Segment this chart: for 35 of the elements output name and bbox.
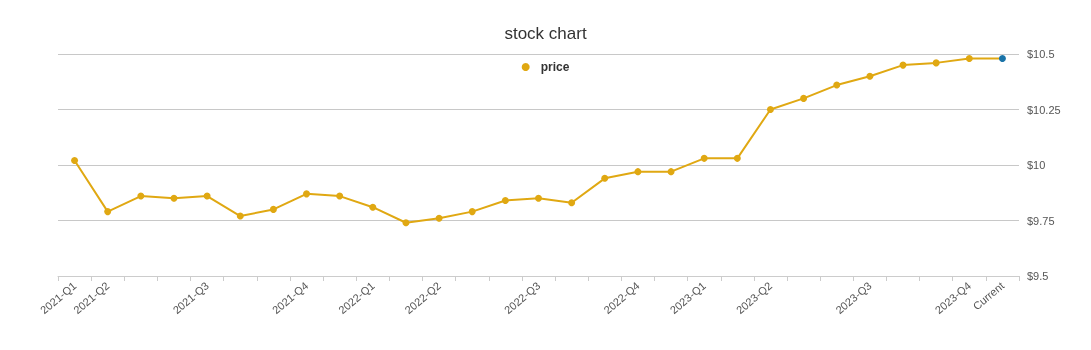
y-tick-label: $10 — [1027, 159, 1046, 171]
point — [468, 208, 476, 216]
y-tick-label: $9.75 — [1027, 214, 1055, 227]
point — [766, 106, 774, 113]
point — [800, 94, 808, 102]
point — [269, 205, 277, 213]
y-tick-label: $9.5 — [1027, 270, 1049, 282]
point — [998, 54, 1006, 62]
point — [535, 194, 542, 202]
y-tick-label: $10.5 — [1027, 48, 1055, 60]
point — [137, 192, 145, 200]
point — [104, 208, 112, 216]
point — [634, 168, 642, 176]
point — [336, 192, 344, 200]
point — [866, 72, 874, 80]
point — [236, 212, 244, 220]
point — [303, 190, 311, 198]
point — [833, 81, 841, 89]
point — [965, 54, 973, 62]
point — [203, 192, 211, 200]
chart-title: stock chart — [504, 24, 587, 43]
point — [435, 214, 443, 222]
point — [402, 219, 410, 227]
point — [369, 203, 377, 211]
legend-label: price — [540, 60, 570, 74]
point — [932, 59, 940, 67]
point — [700, 154, 708, 162]
point — [733, 154, 741, 162]
point — [501, 197, 509, 205]
point — [601, 174, 609, 182]
point — [170, 194, 178, 202]
point — [568, 199, 576, 207]
y-tick-label: $10.25 — [1027, 103, 1061, 116]
point — [71, 157, 79, 165]
point — [667, 168, 675, 176]
